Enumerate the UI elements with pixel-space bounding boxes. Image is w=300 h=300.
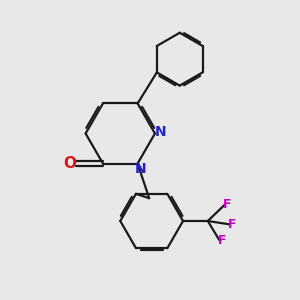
Text: O: O <box>63 156 76 171</box>
Text: N: N <box>154 125 166 139</box>
Text: N: N <box>135 163 147 176</box>
Text: F: F <box>218 234 226 247</box>
Text: F: F <box>228 218 236 231</box>
Text: F: F <box>224 198 232 211</box>
